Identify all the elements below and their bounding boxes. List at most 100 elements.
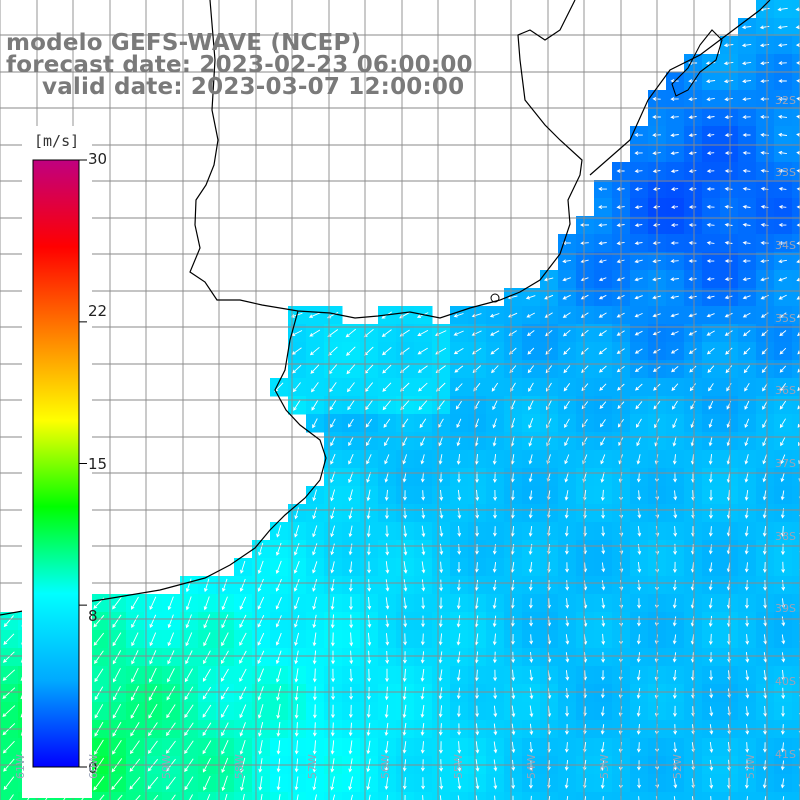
wind-arrow xyxy=(366,507,371,520)
wind-arrow xyxy=(780,436,786,447)
wind-cell xyxy=(792,702,800,721)
wind-arrow xyxy=(673,778,678,789)
wind-arrow xyxy=(511,705,516,718)
wind-arrow xyxy=(367,650,372,665)
wind-arrow xyxy=(637,598,641,609)
wind-arrow xyxy=(707,365,715,374)
wind-arrow xyxy=(634,223,643,228)
wind-arrow xyxy=(760,150,769,155)
wind-arrow xyxy=(330,632,335,647)
wind-arrow xyxy=(366,740,371,755)
colorbar xyxy=(22,126,92,798)
wind-arrow xyxy=(346,382,355,393)
wind-arrow xyxy=(564,454,570,465)
wind-arrow xyxy=(673,742,678,753)
wind-arrow xyxy=(348,471,354,484)
wind-arrow xyxy=(796,78,800,83)
wind-arrow xyxy=(149,650,157,665)
wind-arrow xyxy=(438,472,443,483)
wind-arrow xyxy=(744,454,749,465)
wind-arrow xyxy=(348,418,354,428)
wind-arrow xyxy=(330,453,336,465)
wind-arrow xyxy=(381,329,392,337)
wind-arrow xyxy=(257,686,264,701)
wind-arrow xyxy=(149,667,157,683)
valid-date: valid date: 2023-03-07 12:00:00 xyxy=(42,74,465,100)
wind-arrow xyxy=(492,418,497,429)
wind-arrow xyxy=(203,632,211,647)
wind-arrow xyxy=(779,400,787,410)
wind-arrow xyxy=(779,383,787,392)
wind-arrow xyxy=(421,579,426,592)
wind-arrow xyxy=(417,330,429,337)
wind-arrow xyxy=(599,383,607,391)
wind-arrow xyxy=(385,507,389,520)
wind-arrow xyxy=(456,454,461,465)
wind-arrow xyxy=(330,418,336,429)
wind-arrow xyxy=(742,312,751,318)
wind-arrow xyxy=(330,561,335,574)
wind-arrow xyxy=(763,634,768,645)
wind-arrow xyxy=(492,615,497,628)
wind-arrow xyxy=(418,400,428,411)
wind-arrow xyxy=(741,61,752,66)
wind-arrow xyxy=(309,346,320,356)
wind-arrow xyxy=(670,313,679,318)
wind-arrow xyxy=(598,277,607,282)
wind-arrow xyxy=(275,632,282,646)
wind-arrow xyxy=(330,436,336,447)
wind-arrow xyxy=(312,489,317,502)
wind-cell xyxy=(450,792,469,800)
wind-arrow xyxy=(166,686,176,701)
wind-arrow xyxy=(688,259,697,263)
wind-arrow xyxy=(655,796,658,800)
wind-arrow xyxy=(366,489,371,502)
colorbar-tick: 22 xyxy=(88,302,108,320)
wind-arrow xyxy=(670,223,679,228)
wind-arrow xyxy=(723,43,734,48)
wind-arrow xyxy=(673,472,677,483)
wind-arrow xyxy=(742,204,751,209)
wind-cell xyxy=(792,108,800,127)
wind-arrow xyxy=(636,687,641,699)
wind-arrow xyxy=(366,436,372,447)
wind-arrow xyxy=(258,542,264,556)
wind-arrow xyxy=(670,295,679,300)
wind-cell xyxy=(792,774,800,793)
wind-arrow xyxy=(744,400,750,410)
wind-arrow xyxy=(475,471,479,484)
wind-arrow xyxy=(564,418,570,429)
wind-arrow xyxy=(706,295,715,300)
wind-arrow xyxy=(781,561,786,574)
wind-arrow xyxy=(365,400,373,411)
wind-cell xyxy=(792,558,800,577)
wind-cell xyxy=(792,666,800,685)
wind-arrow xyxy=(544,294,554,300)
wind-arrow xyxy=(706,187,715,191)
wind-arrow xyxy=(257,596,265,610)
wind-arrow xyxy=(670,151,679,156)
wind-arrow xyxy=(475,741,480,754)
wind-arrow xyxy=(312,614,317,629)
wind-arrow xyxy=(493,489,497,501)
wind-arrow xyxy=(420,633,425,646)
wind-arrow xyxy=(760,259,769,264)
wind-arrow xyxy=(795,25,800,30)
wind-arrow xyxy=(637,526,642,537)
wind-arrow xyxy=(403,561,408,574)
wind-arrow xyxy=(796,150,800,155)
wind-arrow xyxy=(456,579,461,592)
wind-arrow xyxy=(583,615,588,628)
wind-arrow xyxy=(171,794,176,800)
wind-arrow xyxy=(474,562,479,573)
wind-arrow xyxy=(744,526,749,537)
wind-arrow xyxy=(312,596,317,611)
wind-arrow xyxy=(742,295,751,300)
wind-arrow xyxy=(601,562,606,573)
wind-arrow xyxy=(403,525,408,538)
wind-arrow xyxy=(185,578,192,593)
wind-arrow xyxy=(276,525,282,538)
wind-arrow xyxy=(2,705,16,718)
wind-arrow xyxy=(9,794,14,800)
wind-arrow xyxy=(672,454,677,465)
